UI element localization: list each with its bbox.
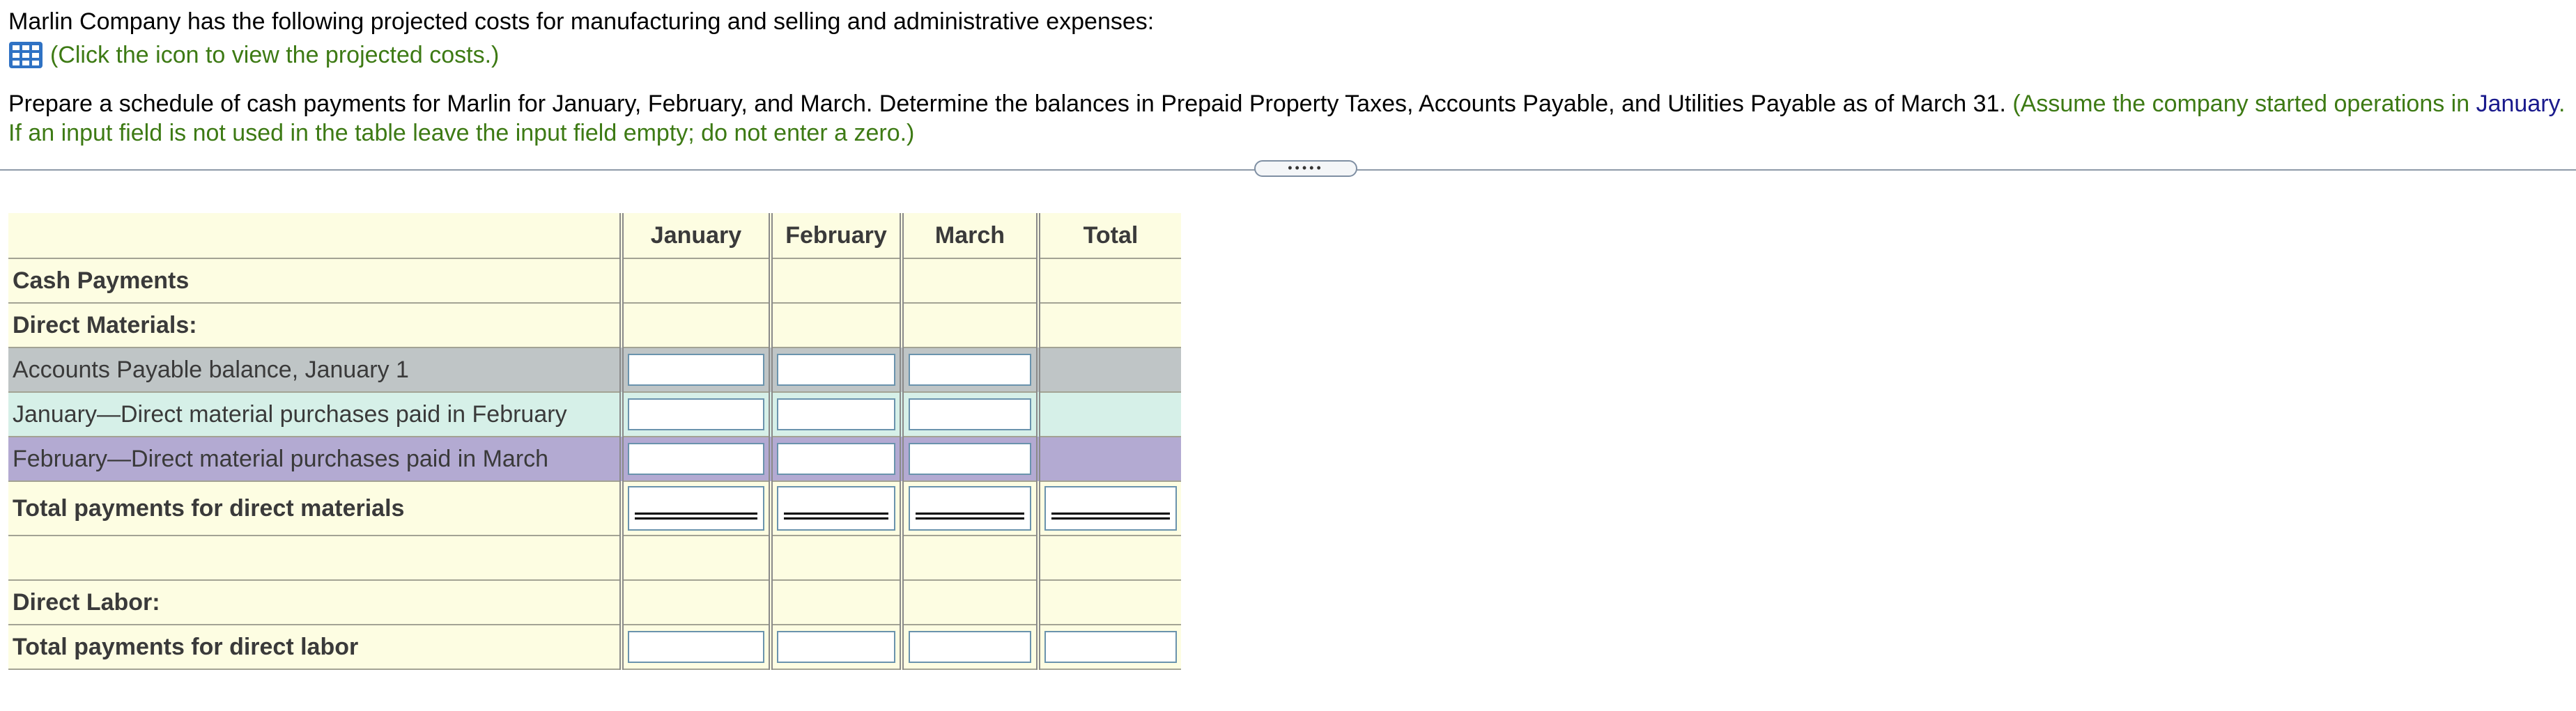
jan-paid-feb-feb-input[interactable] bbox=[777, 398, 895, 430]
header-blank bbox=[8, 213, 622, 259]
instructions-main: Prepare a schedule of cash payments for … bbox=[8, 91, 2013, 117]
total-dm-feb-input[interactable] bbox=[778, 489, 897, 515]
total-dm-total-input[interactable] bbox=[1046, 489, 1178, 515]
header-row: January February March Total bbox=[8, 213, 1181, 259]
projected-costs-link[interactable]: (Click the icon to view the projected co… bbox=[50, 41, 500, 68]
row-blank bbox=[8, 536, 1181, 581]
row-label-blank bbox=[8, 536, 622, 581]
col-header-march: March bbox=[900, 213, 1038, 259]
row-label-jan-paid-feb: January—Direct material purchases paid i… bbox=[8, 392, 622, 437]
total-dl-feb-input[interactable] bbox=[777, 631, 895, 663]
row-ap-balance: Accounts Payable balance, January 1 bbox=[8, 347, 1181, 393]
row-label-feb-paid-mar: February—Direct material purchases paid … bbox=[8, 437, 622, 482]
feb-paid-mar-mar-input[interactable] bbox=[909, 443, 1031, 475]
row-direct-labor: Direct Labor: bbox=[8, 580, 1181, 625]
row-feb-paid-mar: February—Direct material purchases paid … bbox=[8, 437, 1181, 482]
row-total-dm: Total payments for direct materials bbox=[8, 481, 1181, 536]
row-label-cash-payments: Cash Payments bbox=[8, 258, 622, 304]
total-dl-jan-input[interactable] bbox=[628, 631, 764, 663]
col-header-total: Total bbox=[1036, 213, 1181, 259]
row-jan-paid-feb: January—Direct material purchases paid i… bbox=[8, 392, 1181, 437]
row-label-total-dm: Total payments for direct materials bbox=[8, 481, 622, 536]
total-dm-mar-field[interactable] bbox=[909, 486, 1033, 531]
total-dm-mar-input[interactable] bbox=[910, 489, 1033, 515]
row-label-total-dl: Total payments for direct labor bbox=[8, 625, 622, 670]
total-dm-total-field[interactable] bbox=[1044, 486, 1178, 531]
row-cash-payments: Cash Payments bbox=[8, 258, 1181, 304]
row-label-direct-labor: Direct Labor: bbox=[8, 580, 622, 625]
total-dl-total-input[interactable] bbox=[1044, 631, 1177, 663]
col-header-january: January bbox=[619, 213, 771, 259]
ap-balance-jan-input[interactable] bbox=[628, 354, 764, 386]
total-dm-jan-input[interactable] bbox=[629, 489, 766, 515]
instructions: Prepare a schedule of cash payments for … bbox=[8, 89, 2566, 148]
instructions-note-2: . If an input field is not used in the t… bbox=[8, 91, 2566, 146]
row-direct-materials: Direct Materials: bbox=[8, 303, 1181, 348]
feb-paid-mar-feb-input[interactable] bbox=[777, 443, 895, 475]
jan-paid-feb-jan-input[interactable] bbox=[628, 398, 764, 430]
projected-costs-link-row[interactable]: (Click the icon to view the projected co… bbox=[8, 39, 499, 71]
total-dm-feb-field[interactable] bbox=[777, 486, 897, 531]
feb-paid-mar-jan-input[interactable] bbox=[628, 443, 764, 475]
pane-splitter-handle[interactable]: ••••• bbox=[1254, 160, 1357, 177]
row-label-direct-materials: Direct Materials: bbox=[8, 303, 622, 348]
total-dm-jan-field[interactable] bbox=[628, 486, 766, 531]
col-header-february: February bbox=[769, 213, 902, 259]
row-total-dl: Total payments for direct labor bbox=[8, 625, 1181, 670]
ap-balance-feb-input[interactable] bbox=[777, 354, 895, 386]
jan-paid-feb-mar-input[interactable] bbox=[909, 398, 1031, 430]
intro-text: Marlin Company has the following project… bbox=[8, 8, 1155, 35]
row-label-ap-balance: Accounts Payable balance, January 1 bbox=[8, 347, 622, 393]
total-dl-mar-input[interactable] bbox=[909, 631, 1031, 663]
table-grid-icon[interactable] bbox=[8, 41, 43, 69]
cash-payments-schedule: January February March Total Cash Paymen… bbox=[8, 213, 1181, 670]
instructions-month: January bbox=[2476, 91, 2559, 117]
instructions-note-1: (Assume the company started operations i… bbox=[2012, 91, 2476, 117]
ap-balance-mar-input[interactable] bbox=[909, 354, 1031, 386]
